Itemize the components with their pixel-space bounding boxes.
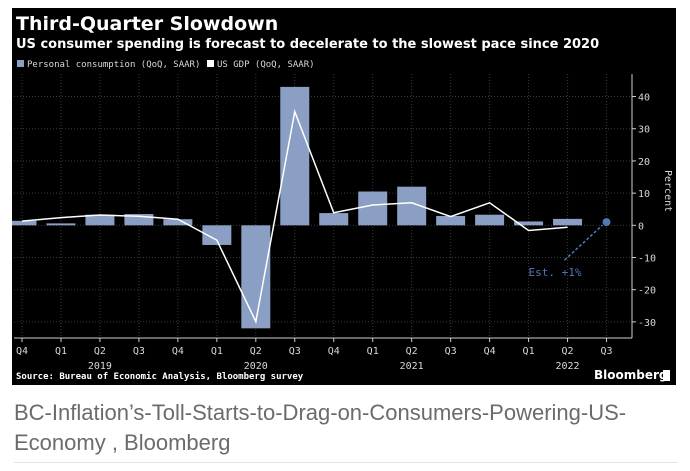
chart-title: Third-Quarter Slowdown bbox=[16, 13, 278, 35]
chart-subtitle: US consumer spending is forecast to dece… bbox=[16, 37, 599, 52]
x-tick-label: Q4 bbox=[172, 346, 184, 357]
y-tick-label: 40 bbox=[638, 93, 650, 104]
legend-swatch-consumption bbox=[17, 60, 24, 67]
consumption-bar bbox=[85, 214, 115, 226]
x-tick-label: Q4 bbox=[328, 346, 340, 357]
y-tick-label: 20 bbox=[638, 157, 650, 168]
chart-svg: Third-Quarter Slowdown US consumer spend… bbox=[12, 13, 673, 382]
x-tick-label: Q1 bbox=[367, 346, 379, 357]
caption-text: BC-Inflation’s-Toll-Starts-to-Drag-on-Co… bbox=[14, 400, 627, 455]
y-tick-label: 0 bbox=[638, 221, 644, 232]
bloomberg-logo: Bloomberg bbox=[594, 368, 668, 382]
x-year-label: 2020 bbox=[244, 361, 268, 372]
x-year-label: 2021 bbox=[400, 361, 424, 372]
forecast-point bbox=[602, 218, 611, 227]
y-tick-label: 30 bbox=[638, 125, 650, 136]
x-axis: Q4 Q1 Q2 Q3 Q4 Q1 Q2 Q3 Q4 Q1 Q2 Q3 Q4 Q1 Q2 Q3 2019 2020… bbox=[14, 337, 632, 372]
x-tick-label: Q1 bbox=[55, 346, 67, 357]
x-tick-label: Q2 bbox=[250, 346, 262, 357]
chart-legend: Personal consumption (QoQ, SAAR) US GDP … bbox=[17, 60, 315, 70]
forecast-layer: Est. +1% bbox=[529, 218, 611, 279]
x-year-label: 2019 bbox=[88, 361, 112, 372]
x-tick-label: Q3 bbox=[289, 346, 301, 357]
consumption-bar bbox=[12, 220, 37, 226]
x-tick-label: Q3 bbox=[600, 346, 612, 357]
consumption-bar bbox=[553, 218, 583, 226]
consumption-bar bbox=[319, 213, 349, 226]
y-tick-label: -10 bbox=[638, 254, 656, 265]
y-tick-label: -30 bbox=[638, 318, 656, 329]
y-tick-label: -20 bbox=[638, 286, 656, 297]
consumption-bar bbox=[241, 225, 271, 329]
grid-lines bbox=[14, 74, 632, 338]
gdp-line bbox=[21, 108, 568, 324]
forecast-pointer bbox=[564, 224, 604, 261]
forecast-label: Est. +1% bbox=[529, 266, 582, 279]
consumption-bars bbox=[12, 86, 583, 329]
consumption-bar bbox=[202, 225, 232, 245]
consumption-bar bbox=[280, 86, 310, 226]
consumption-bar bbox=[124, 214, 154, 226]
consumption-bar bbox=[46, 223, 76, 226]
gdp-line-layer bbox=[21, 108, 568, 324]
x-tick-label: Q3 bbox=[445, 346, 457, 357]
x-tick-label: Q4 bbox=[484, 346, 496, 357]
source-note: Source: Bureau of Economic Analysis, Blo… bbox=[16, 371, 304, 382]
consumption-bar bbox=[514, 221, 544, 226]
consumption-bar bbox=[436, 215, 466, 226]
consumption-bar bbox=[163, 219, 193, 226]
y-axis: 40 30 20 10 0 -10 -20 -30 bbox=[631, 74, 656, 338]
consumption-bar bbox=[475, 214, 505, 226]
y-axis-label: Percent bbox=[662, 170, 673, 212]
x-tick-label: Q1 bbox=[211, 346, 223, 357]
x-tick-label: Q2 bbox=[406, 346, 418, 357]
y-tick-label: 10 bbox=[638, 189, 650, 200]
caption-divider bbox=[14, 462, 678, 463]
x-tick-label: Q2 bbox=[562, 346, 574, 357]
chart-panel: Third-Quarter Slowdown US consumer spend… bbox=[12, 8, 676, 385]
legend-swatch-gdp bbox=[207, 60, 214, 67]
x-year-label: 2022 bbox=[556, 361, 580, 372]
legend-label-consumption: Personal consumption (QoQ, SAAR) bbox=[27, 60, 200, 70]
x-tick-label: Q4 bbox=[16, 346, 28, 357]
x-tick-label: Q2 bbox=[94, 346, 106, 357]
legend-label-gdp: US GDP (QoQ, SAAR) bbox=[217, 60, 315, 70]
consumption-bar bbox=[358, 191, 388, 226]
x-tick-label: Q1 bbox=[523, 346, 535, 357]
x-tick-label: Q3 bbox=[133, 346, 145, 357]
logo-mark bbox=[663, 370, 670, 381]
